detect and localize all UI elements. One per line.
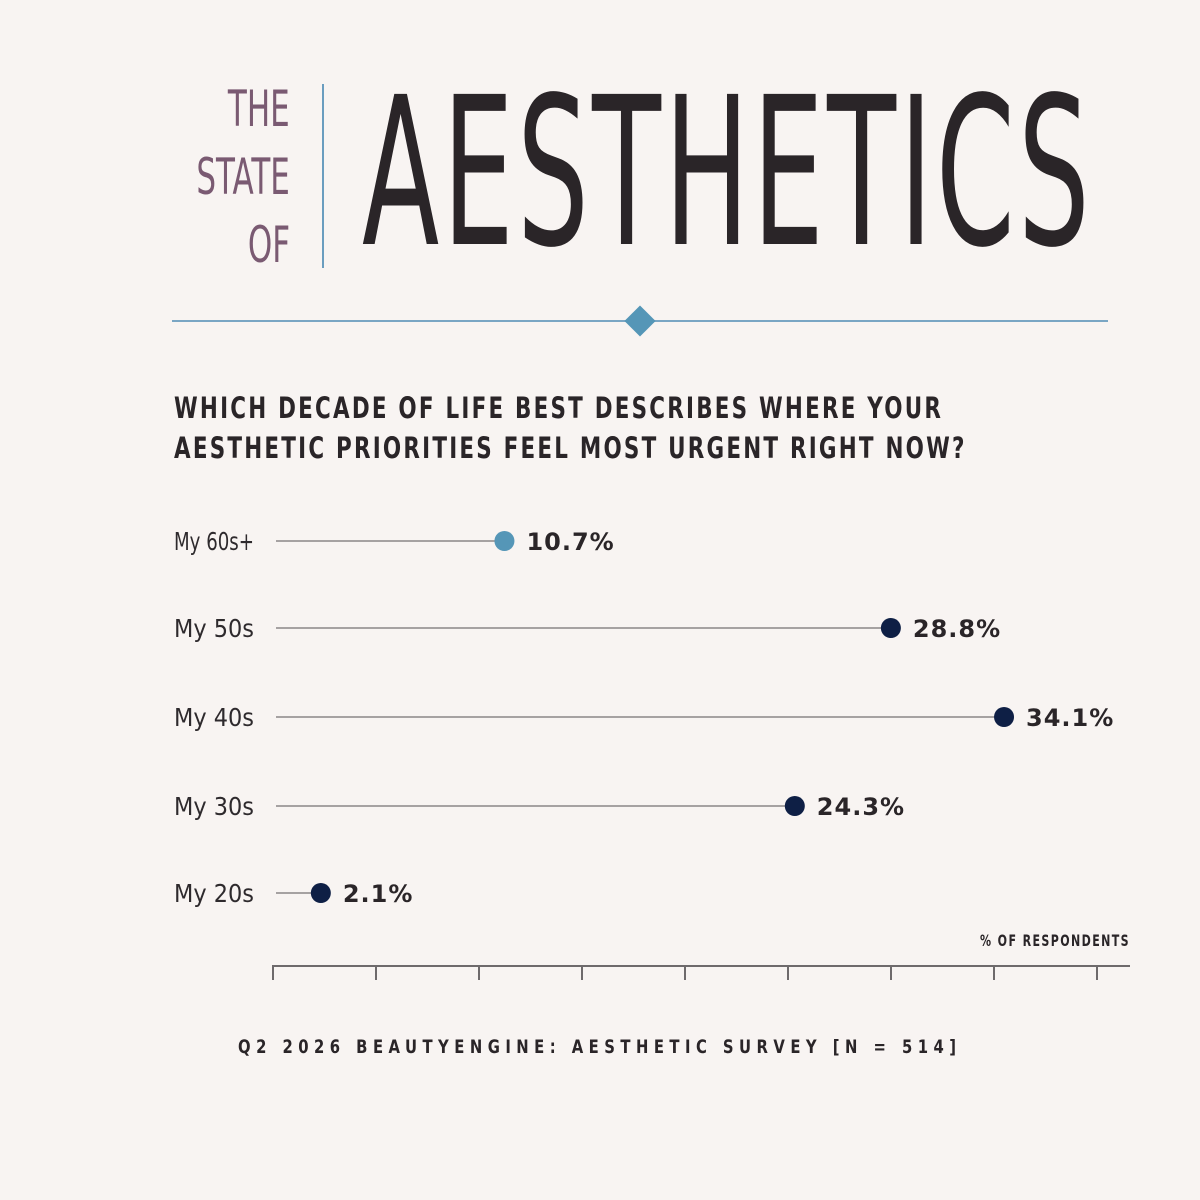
dot-my-30s	[784, 796, 805, 816]
value-label-my-30s: 24.3%	[817, 793, 905, 821]
title-line-of: OF	[247, 216, 290, 274]
dot-my-40s	[994, 707, 1015, 727]
question-line-1: WHICH DECADE OF LIFE BEST DESCRIBES WHER…	[174, 391, 944, 425]
title-separator	[322, 84, 324, 268]
dot-my-20s	[310, 883, 331, 903]
source-footer: Q2 2026 BEAUTYENGINE: AESTHETIC SURVEY […	[0, 1036, 1200, 1058]
title-line-the: THE	[228, 80, 290, 138]
category-label-my-50s: My 50s	[174, 614, 254, 643]
category-label-my-30s: My 30s	[174, 792, 254, 821]
dot-my-60s	[494, 531, 515, 551]
x-axis-label: % OF RESPONDENTS	[980, 931, 1130, 950]
value-label-my-20s: 2.1%	[343, 880, 414, 908]
dot-my-50s	[880, 618, 901, 638]
header: THE STATE OF AESTHETICS	[0, 0, 1200, 360]
category-label-my-20s: My 20s	[174, 879, 254, 908]
value-label-my-40s: 34.1%	[1026, 704, 1114, 732]
source-text: Q2 2026 BEAUTYENGINE: AESTHETIC SURVEY […	[238, 1036, 962, 1058]
category-label-my-60s: My 60s+	[174, 527, 254, 556]
question-line-2: AESTHETIC PRIORITIES FEEL MOST URGENT RI…	[174, 431, 967, 465]
page-title: AESTHETICS	[362, 53, 1093, 293]
value-label-my-50s: 28.8%	[913, 615, 1001, 643]
category-label-my-40s: My 40s	[174, 703, 254, 732]
value-label-my-60s: 10.7%	[526, 528, 614, 556]
chart-question: WHICH DECADE OF LIFE BEST DESCRIBES WHER…	[174, 388, 967, 468]
title-line-state: STATE	[196, 148, 290, 206]
